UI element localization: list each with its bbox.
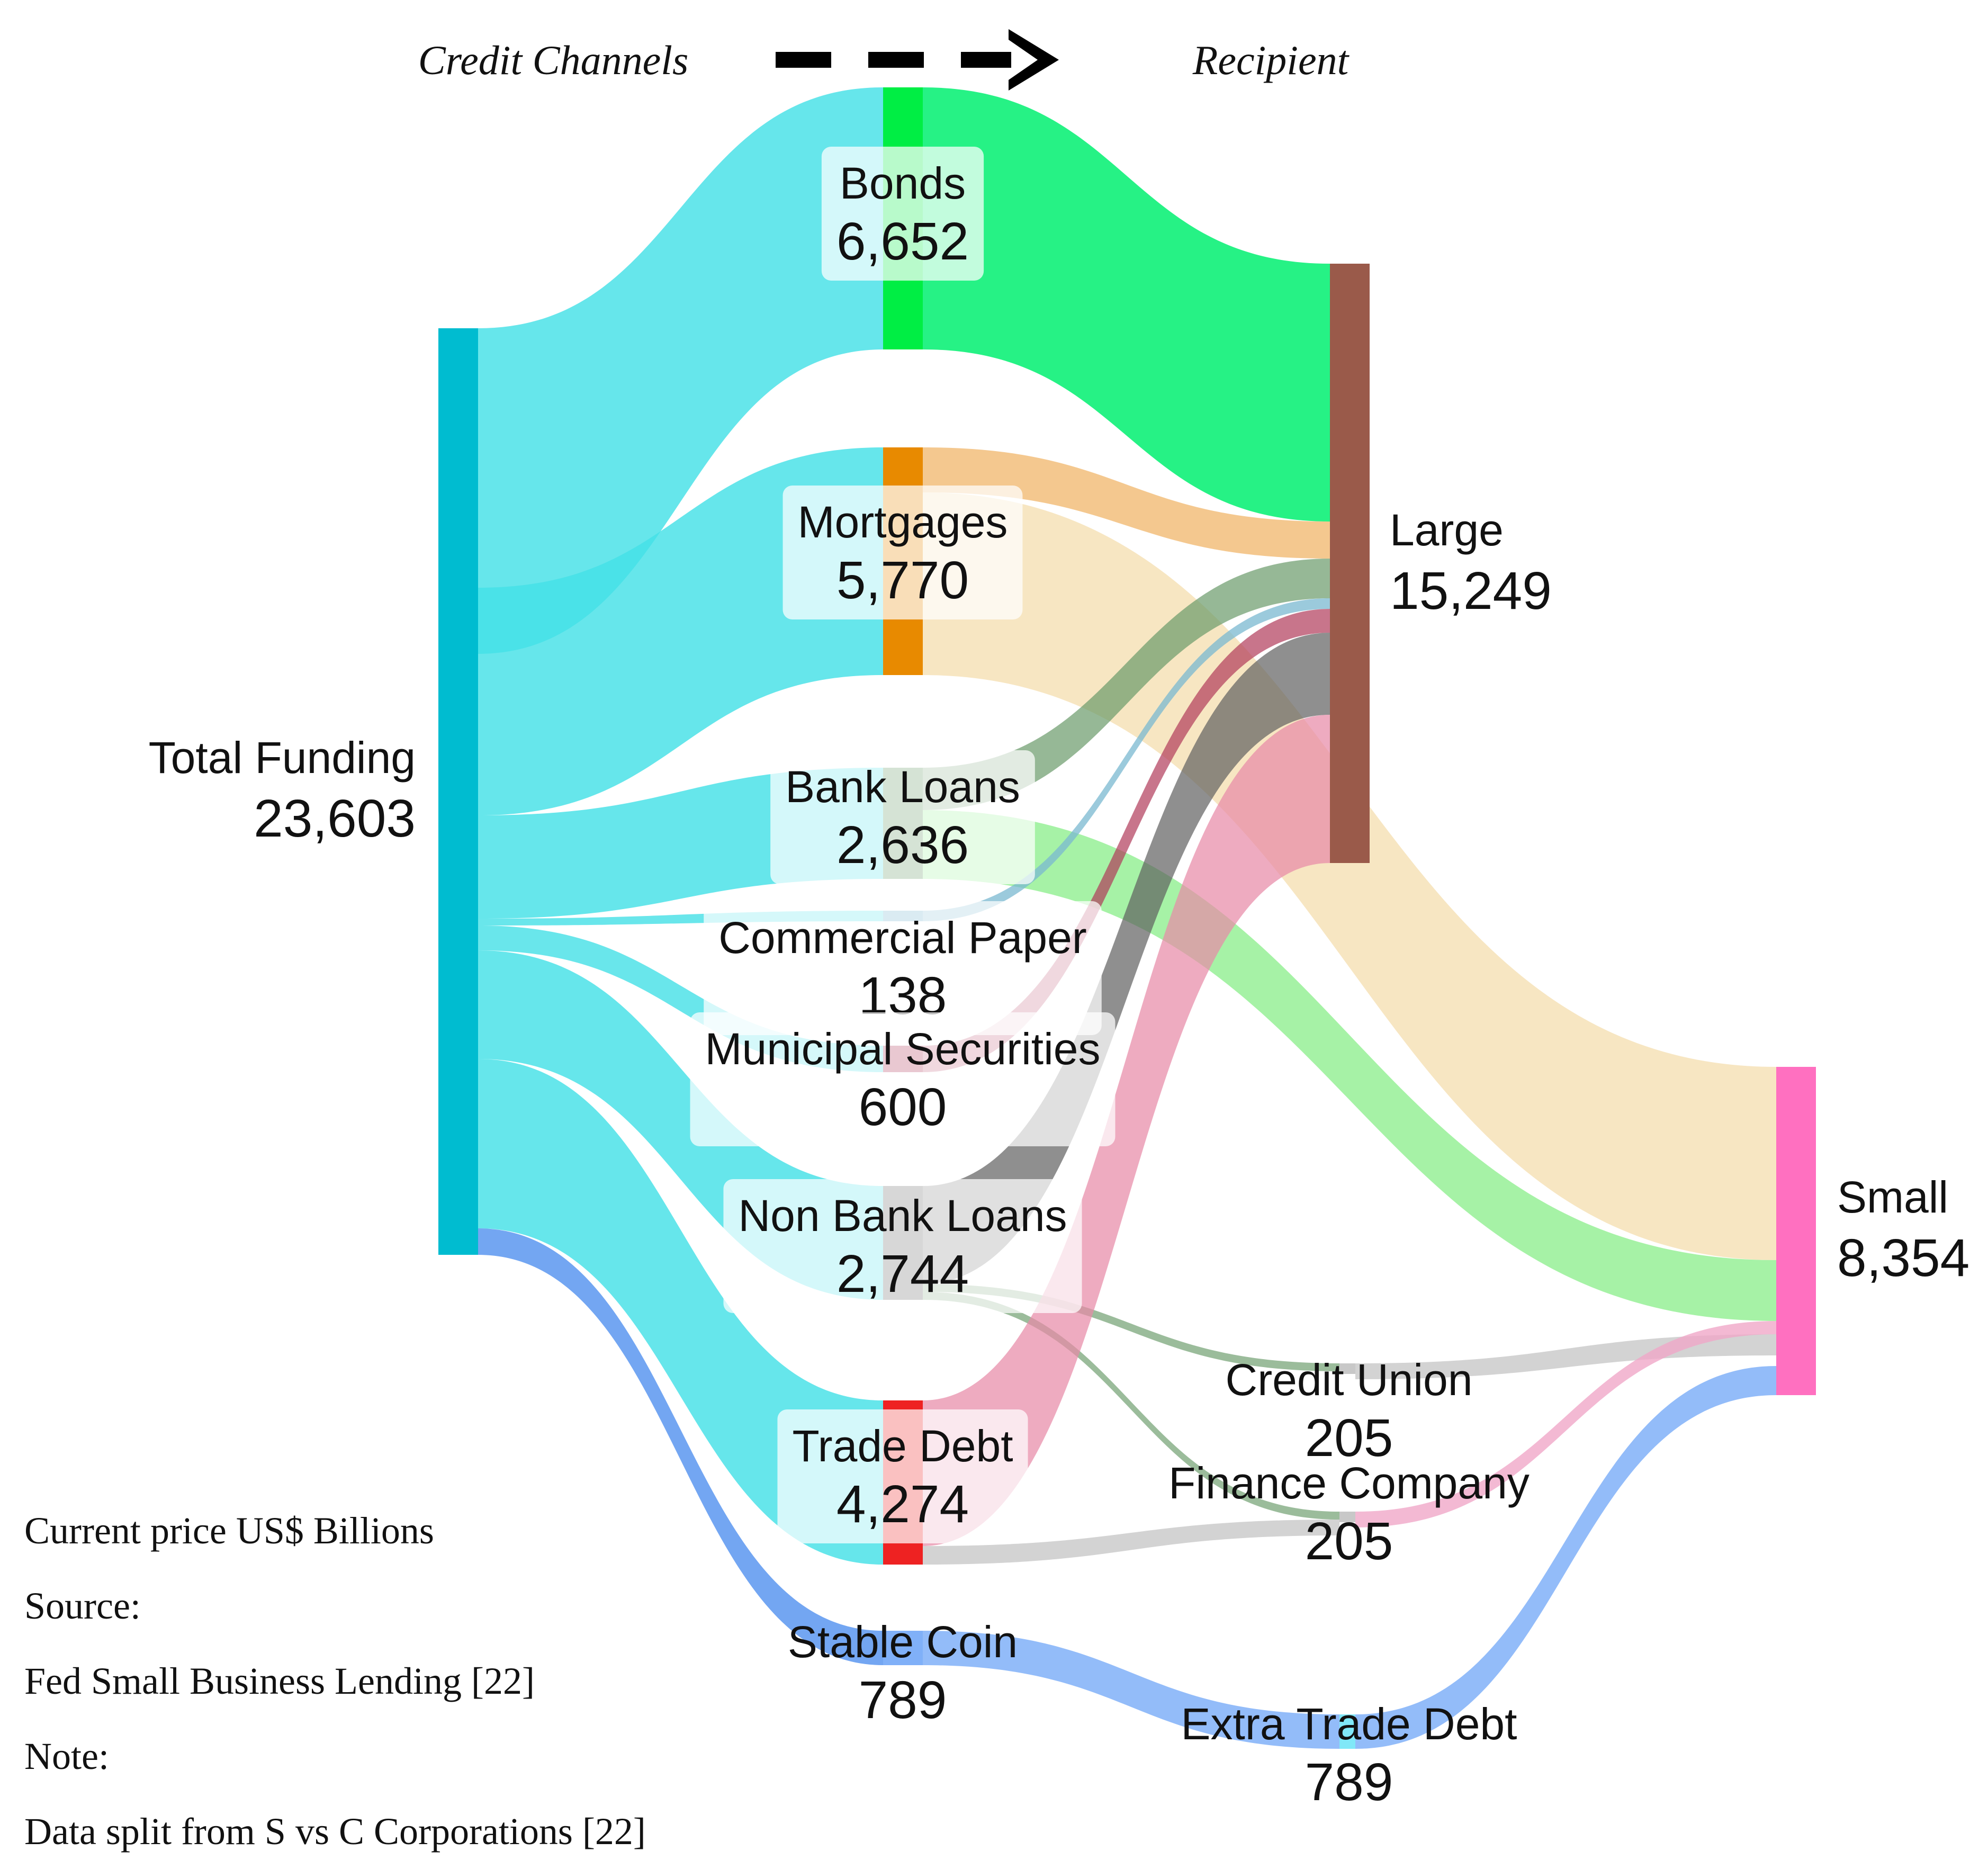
node-bar-total xyxy=(438,328,478,1255)
node-bar-stable xyxy=(883,1631,923,1665)
node-bar-etd xyxy=(1339,1714,1355,1749)
notes-block: Current price US$ Billions Source: Fed S… xyxy=(24,1493,646,1869)
node-bar-large xyxy=(1330,264,1370,863)
node-value-total: 23,603 xyxy=(254,789,416,848)
header: Credit Channels Recipient xyxy=(418,29,1350,91)
node-value-small: 8,354 xyxy=(1837,1228,1969,1288)
node-value-large: 15,249 xyxy=(1390,561,1552,621)
link-total-to-mortgages xyxy=(478,447,883,815)
node-name-large: Large xyxy=(1390,505,1504,555)
note-source: Fed Small Business Lending [22] xyxy=(24,1660,535,1702)
node-value-muni: 600 xyxy=(859,1077,947,1137)
node-label-box-bonds xyxy=(821,147,984,281)
link-mortgages-to-large xyxy=(923,447,1330,559)
node-label-box-cp xyxy=(704,901,1102,1035)
link-fc-to-small xyxy=(1355,1321,1776,1527)
link-bank-to-small xyxy=(923,810,1776,1321)
node-value-cu: 205 xyxy=(1305,1408,1393,1468)
note-text: Data split from S vs C Corporations [22] xyxy=(24,1810,646,1853)
note-label: Note: xyxy=(24,1735,109,1777)
link-nonbank-to-cu xyxy=(923,1284,1339,1371)
node-name-trade: Trade Debt xyxy=(792,1421,1013,1471)
node-label-total: Total Funding 23,603 xyxy=(149,733,416,848)
link-cp-to-large xyxy=(923,598,1330,921)
node-label-box-muni xyxy=(690,1012,1116,1146)
header-recipient: Recipient xyxy=(1192,37,1350,83)
node-value-trade: 4,274 xyxy=(836,1475,969,1534)
node-name-mortgages: Mortgages xyxy=(798,497,1008,547)
link-etd-to-small xyxy=(1355,1366,1776,1749)
node-name-cu: Credit Union xyxy=(1226,1355,1473,1405)
link-bank-to-large xyxy=(923,559,1330,810)
node-label-box-trade xyxy=(777,1409,1028,1543)
node-label-large: Large 15,249 xyxy=(1390,505,1552,621)
link-stable-to-etd xyxy=(923,1631,1339,1749)
node-name-stable: Stable Coin xyxy=(788,1617,1018,1667)
node-name-bank: Bank Loans xyxy=(785,762,1020,812)
node-name-muni: Municipal Securities xyxy=(705,1024,1101,1074)
node-name-fc: Finance Company xyxy=(1168,1458,1530,1508)
header-credit-channels: Credit Channels xyxy=(418,37,689,83)
node-bar-small xyxy=(1776,1067,1816,1395)
link-bonds-to-large xyxy=(923,87,1330,522)
node-name-cp: Commercial Paper xyxy=(718,913,1087,963)
node-value-etd: 789 xyxy=(1305,1753,1393,1812)
node-label-box-nonbank xyxy=(723,1179,1082,1313)
link-nonbank-to-large xyxy=(923,633,1330,1284)
node-label-box-mortgages xyxy=(782,486,1023,619)
node-name-nonbank: Non Bank Loans xyxy=(738,1191,1067,1241)
node-name-bonds: Bonds xyxy=(840,158,966,208)
dashed-arrow-icon xyxy=(776,29,1059,91)
link-total-to-bonds xyxy=(478,87,883,654)
link-total-to-stable xyxy=(478,1228,883,1665)
link-trade-to-large xyxy=(923,715,1330,1546)
node-name-small: Small xyxy=(1837,1172,1948,1222)
node-value-bonds: 6,652 xyxy=(836,212,969,271)
links-layer xyxy=(478,87,1776,1749)
note-source-label: Source: xyxy=(24,1585,141,1627)
node-bar-cu xyxy=(1339,1363,1355,1374)
node-name-total: Total Funding xyxy=(149,733,416,783)
node-value-mortgages: 5,770 xyxy=(836,551,969,610)
node-bar-fc xyxy=(1339,1512,1355,1522)
node-value-bank: 2,636 xyxy=(836,815,969,875)
node-value-fc: 205 xyxy=(1305,1512,1393,1571)
note-units: Current price US$ Billions xyxy=(24,1509,434,1552)
node-name-etd: Extra Trade Debt xyxy=(1181,1699,1517,1749)
node-label-small: Small 8,354 xyxy=(1837,1172,1969,1288)
link-muni-to-large xyxy=(923,609,1330,1072)
link-trade-to-fc xyxy=(923,1520,1339,1565)
node-label-box-bank xyxy=(770,750,1035,884)
node-value-nonbank: 2,744 xyxy=(836,1244,969,1304)
node-value-stable: 789 xyxy=(859,1670,947,1730)
link-nonbank-to-fc xyxy=(923,1292,1339,1520)
